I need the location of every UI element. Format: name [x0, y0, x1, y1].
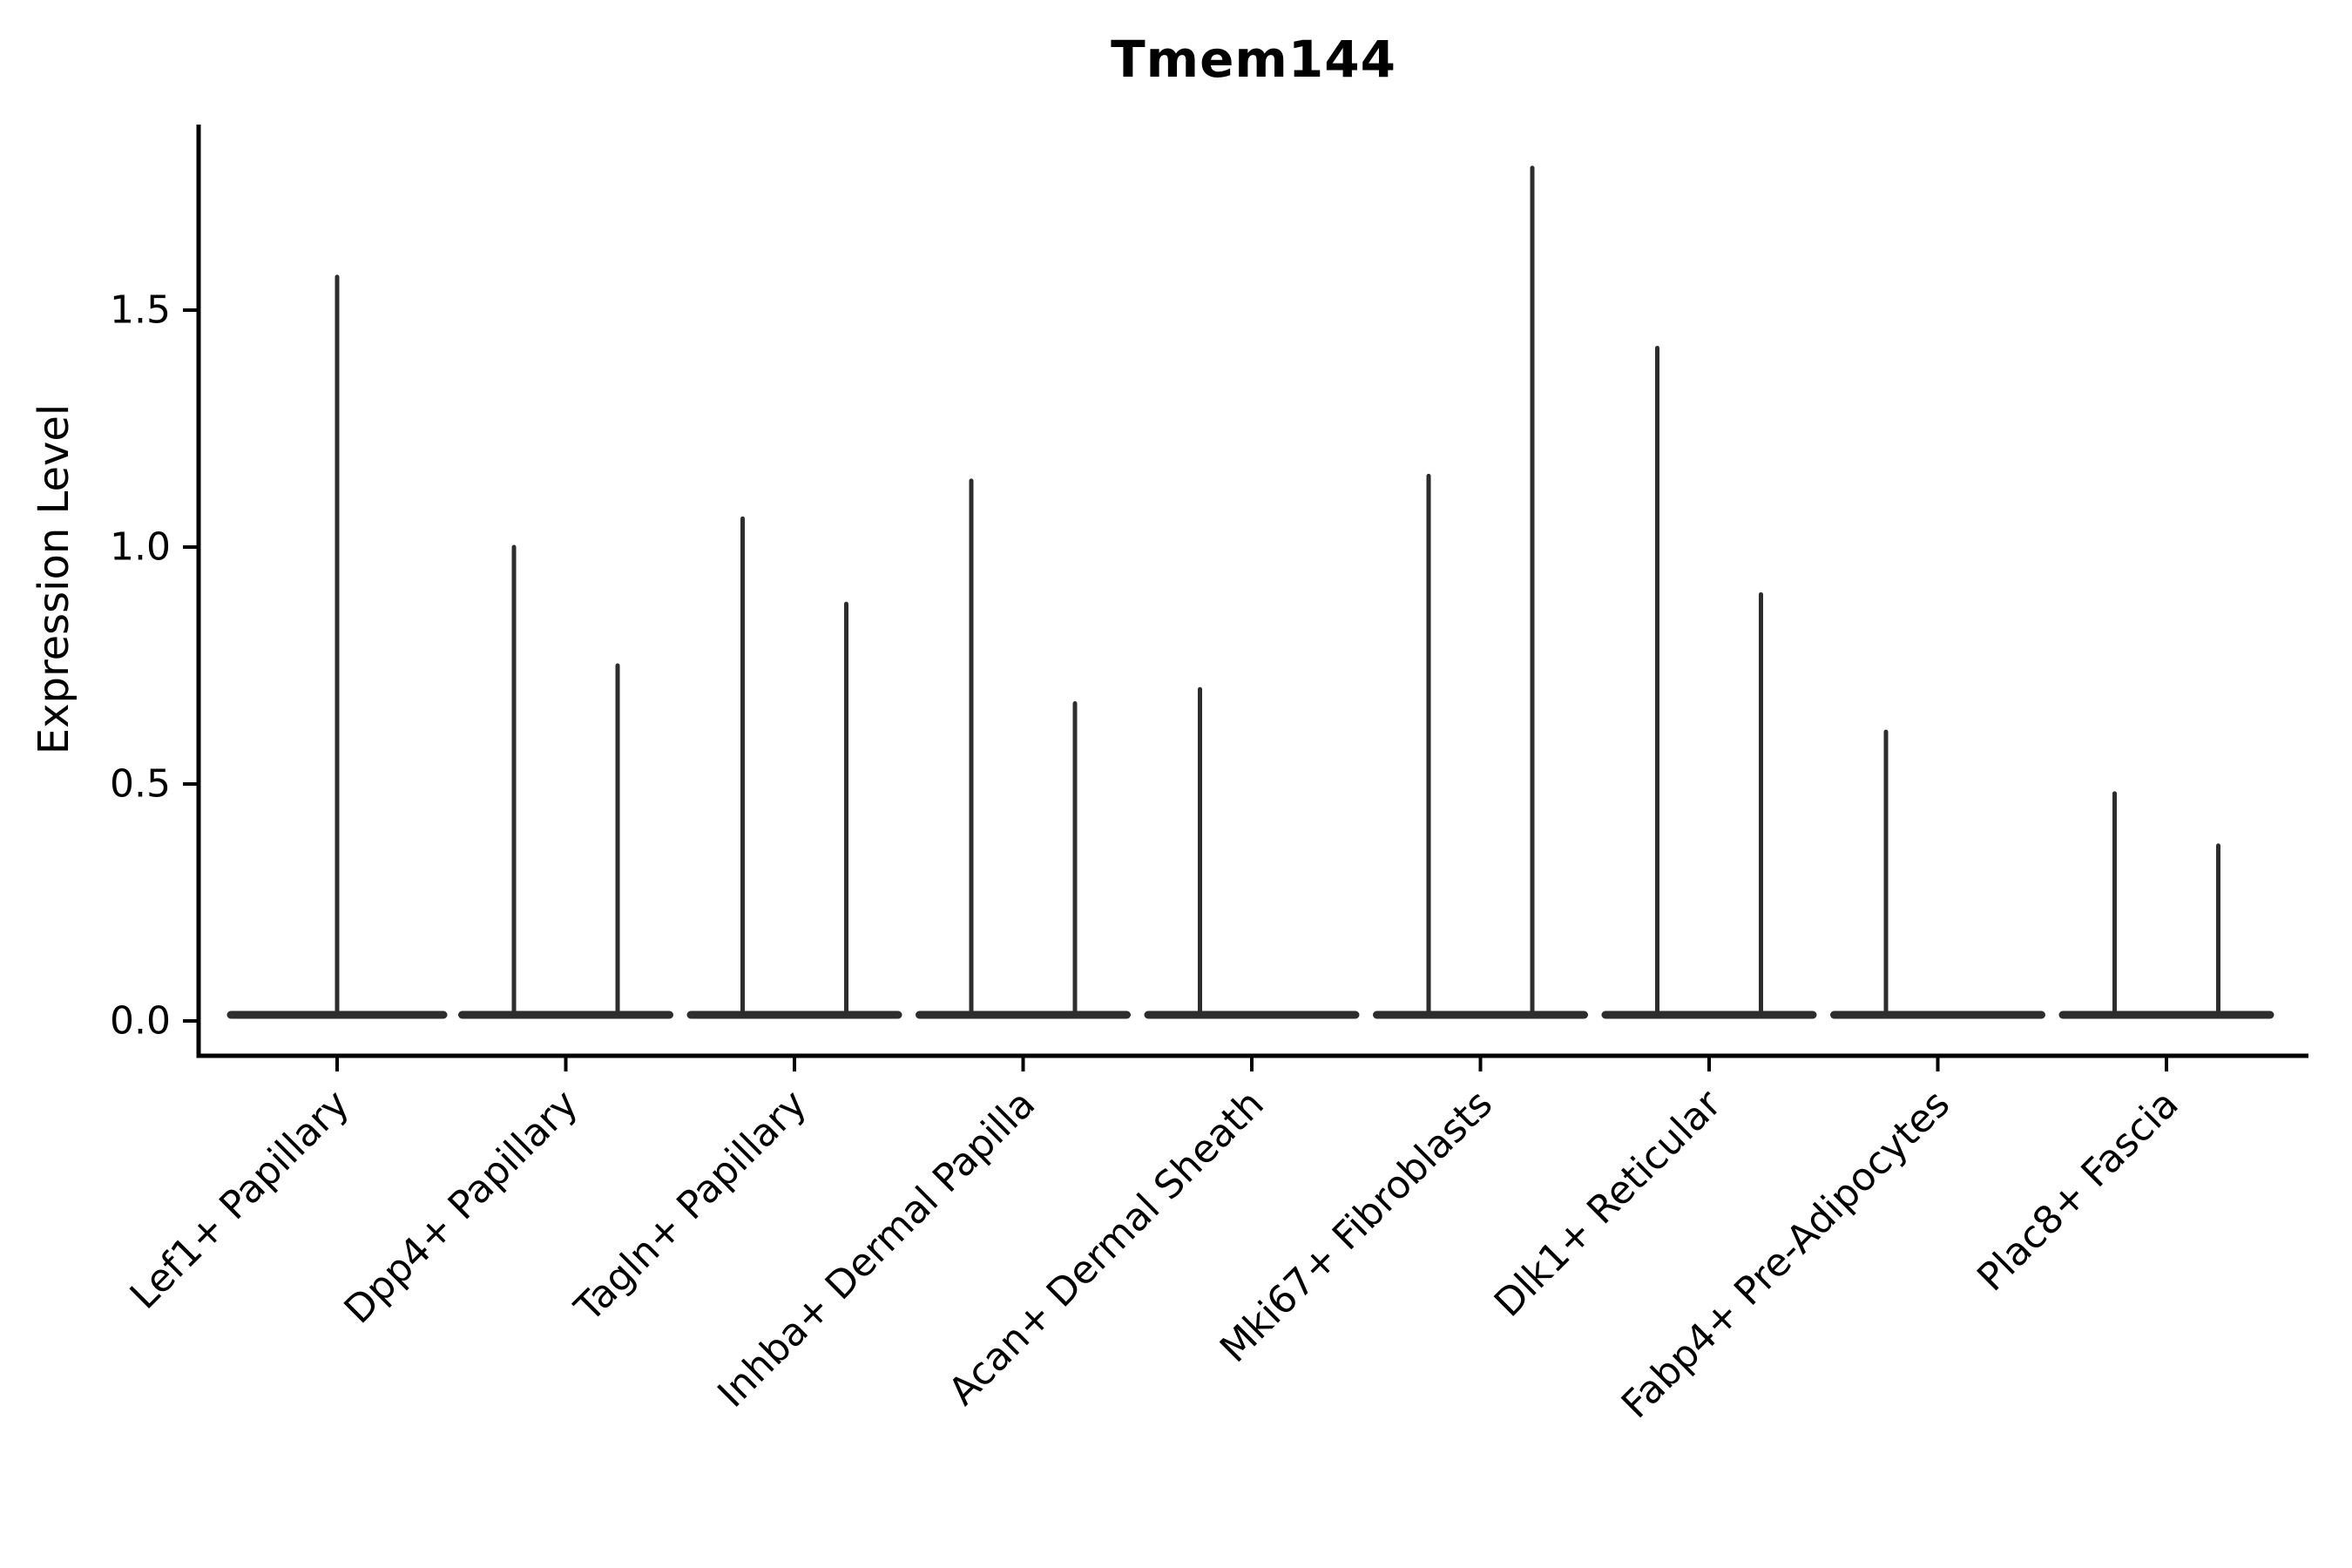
- y-tick-label: 1.0: [110, 525, 171, 570]
- y-tick-label: 0.0: [110, 999, 171, 1044]
- x-tick-label: Plac8+ Fascia: [1969, 1082, 2187, 1301]
- x-tick-label: Dlk1+ Reticular: [1486, 1081, 1731, 1326]
- chart-title: Tmem144: [1111, 30, 1396, 89]
- x-tick-label: Lef1+ Papillary: [122, 1082, 358, 1318]
- y-tick-label: 1.5: [110, 288, 171, 333]
- x-tick-label: Tagln+ Papillary: [566, 1082, 815, 1331]
- x-tick-label: Dpp4+ Papillary: [336, 1082, 587, 1333]
- y-tick-label: 0.5: [110, 762, 171, 807]
